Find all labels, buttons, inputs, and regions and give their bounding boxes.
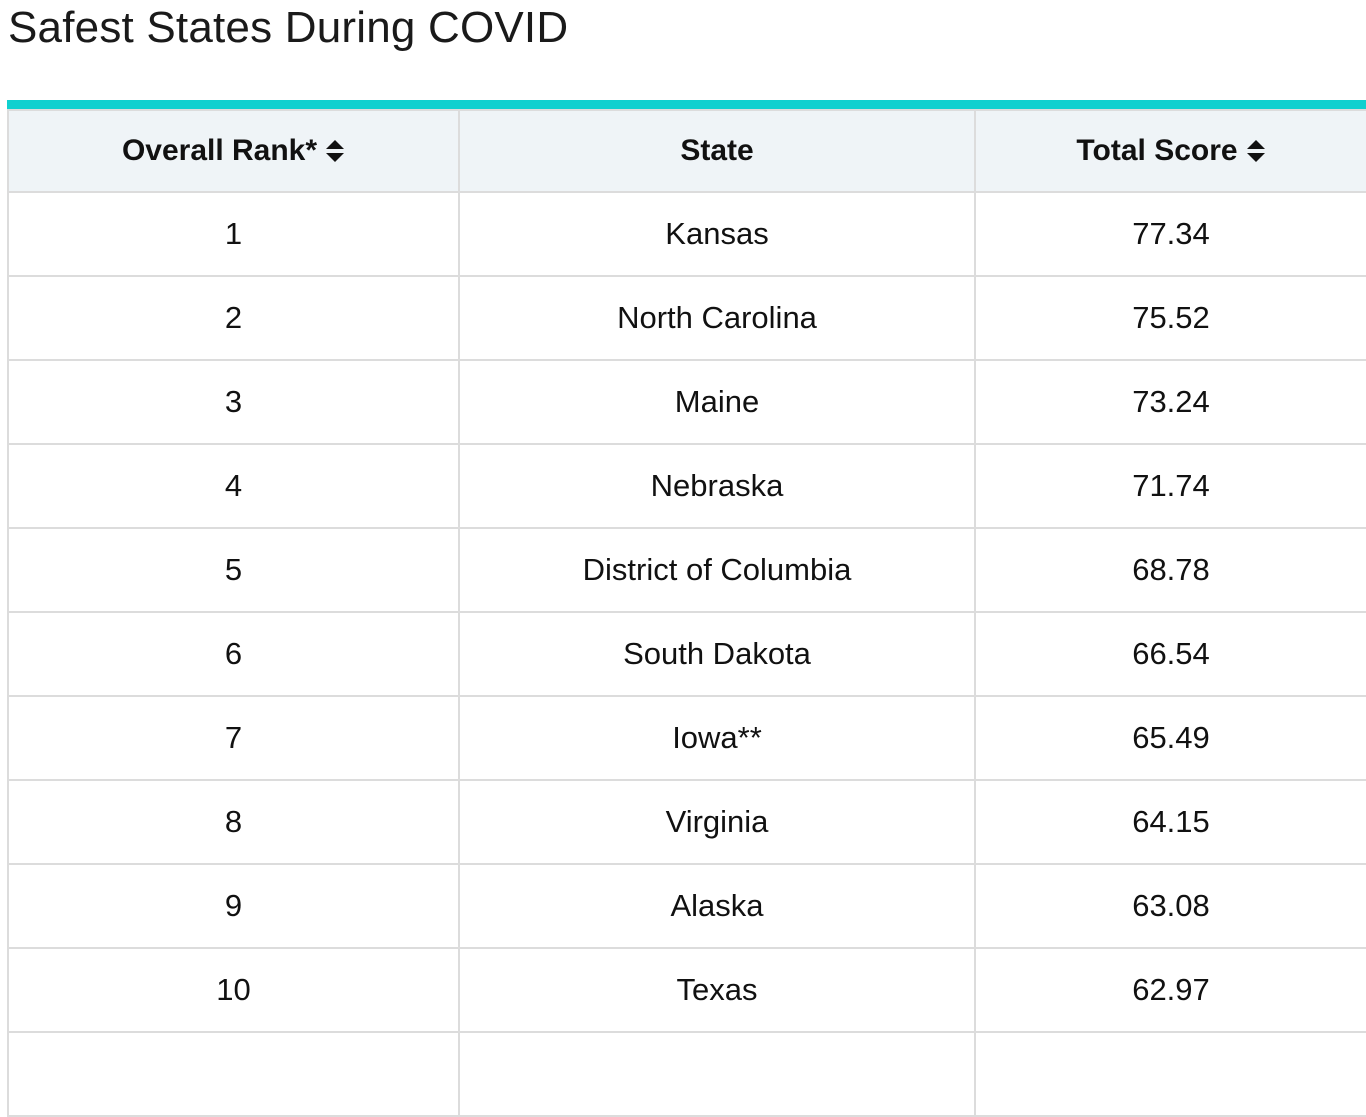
rank-cell: 7 [7, 695, 460, 781]
header-row: Overall Rank* State Total Score [7, 109, 1366, 193]
rank-cell: 5 [7, 527, 460, 613]
page-title: Safest States During COVID [8, 3, 569, 52]
state-cell: Alaska [458, 863, 976, 949]
table-row: 3 Maine 73.24 [7, 359, 1366, 445]
rank-cell: 4 [7, 443, 460, 529]
score-cell: 71.74 [974, 443, 1366, 529]
state-cell: South Dakota [458, 611, 976, 697]
sort-icon[interactable] [1246, 139, 1266, 163]
score-cell: 75.52 [974, 275, 1366, 361]
state-cell: North Carolina [458, 275, 976, 361]
score-cell: 68.78 [974, 527, 1366, 613]
rank-cell: 6 [7, 611, 460, 697]
score-cell: 73.24 [974, 359, 1366, 445]
table-row: 2 North Carolina 75.52 [7, 275, 1366, 361]
rank-cell: 9 [7, 863, 460, 949]
score-cell: 63.08 [974, 863, 1366, 949]
rank-cell: 1 [7, 191, 460, 277]
score-cell: 65.49 [974, 695, 1366, 781]
score-cell: 66.54 [974, 611, 1366, 697]
rank-cell [7, 1031, 460, 1117]
score-cell [974, 1031, 1366, 1117]
table-row: 8 Virginia 64.15 [7, 779, 1366, 865]
column-header-label: State [680, 134, 754, 167]
state-cell [458, 1031, 976, 1117]
state-cell: Virginia [458, 779, 976, 865]
table-row: 4 Nebraska 71.74 [7, 443, 1366, 529]
table-body: 1 Kansas 77.34 2 North Carolina 75.52 3 … [7, 191, 1366, 1117]
table-header: Overall Rank* State Total Score [7, 109, 1366, 193]
rank-cell: 3 [7, 359, 460, 445]
rankings-table-container: Overall Rank* State Total Score [7, 100, 1366, 1117]
table-row: 10 Texas 62.97 [7, 947, 1366, 1033]
rank-cell: 8 [7, 779, 460, 865]
table-row: 9 Alaska 63.08 [7, 863, 1366, 949]
state-cell: Nebraska [458, 443, 976, 529]
rankings-table: Overall Rank* State Total Score [7, 109, 1366, 1117]
column-header-state: State [458, 109, 976, 193]
state-cell: Maine [458, 359, 976, 445]
table-row: 5 District of Columbia 68.78 [7, 527, 1366, 613]
rank-cell: 10 [7, 947, 460, 1033]
score-cell: 62.97 [974, 947, 1366, 1033]
sort-icon[interactable] [325, 139, 345, 163]
column-header-label: Total Score [1076, 134, 1238, 167]
table-row: 7 Iowa** 65.49 [7, 695, 1366, 781]
state-cell: Kansas [458, 191, 976, 277]
column-header-overall-rank[interactable]: Overall Rank* [7, 109, 460, 193]
column-header-total-score[interactable]: Total Score [974, 109, 1366, 193]
table-row: 1 Kansas 77.34 [7, 191, 1366, 277]
state-cell: District of Columbia [458, 527, 976, 613]
score-cell: 64.15 [974, 779, 1366, 865]
table-row-partial [7, 1031, 1366, 1117]
table-row: 6 South Dakota 66.54 [7, 611, 1366, 697]
state-cell: Iowa** [458, 695, 976, 781]
state-cell: Texas [458, 947, 976, 1033]
column-header-label: Overall Rank* [121, 134, 318, 167]
rank-cell: 2 [7, 275, 460, 361]
score-cell: 77.34 [974, 191, 1366, 277]
